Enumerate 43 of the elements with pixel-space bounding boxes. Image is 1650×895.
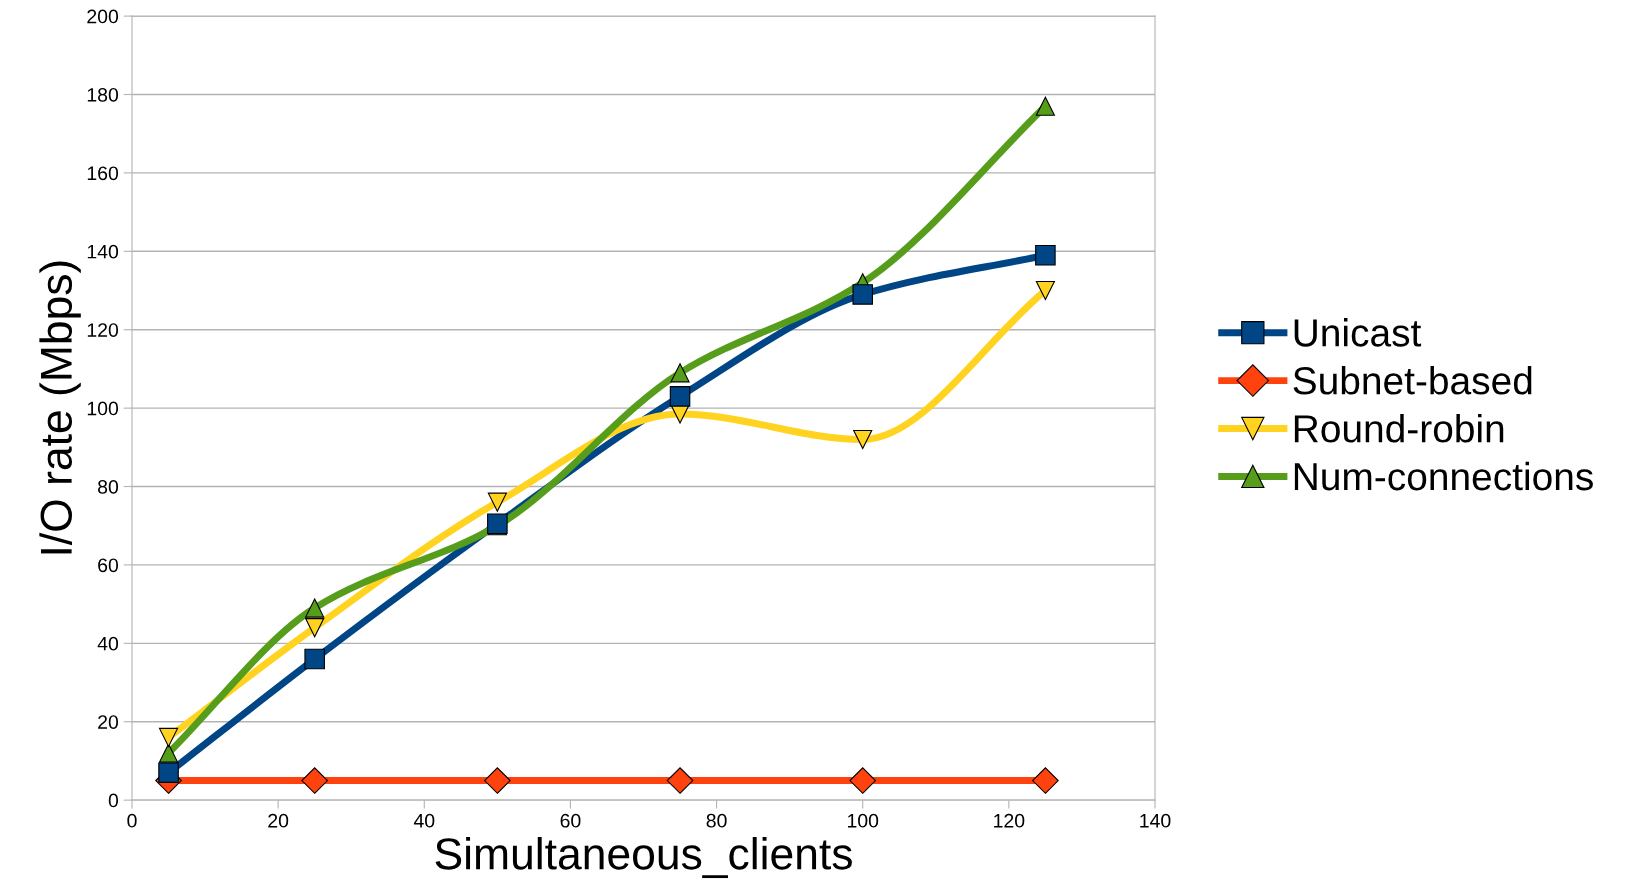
point: [484, 767, 511, 794]
point: [1035, 280, 1055, 301]
y-tick-label: 160: [87, 166, 119, 181]
legend-label: Unicast: [1294, 318, 1422, 347]
y-axis-title: I/O rate (Mbps): [39, 261, 81, 554]
y-tick-label: 120: [87, 323, 119, 337]
x-tick-label: 140: [1140, 813, 1171, 828]
point: [1035, 96, 1055, 116]
y-tick-label: 180: [87, 87, 119, 102]
y-tick-label: 200: [87, 9, 119, 24]
x-tick-label: 20: [268, 813, 289, 828]
y-tick-label: 100: [87, 401, 119, 416]
point: [852, 284, 873, 305]
point: [487, 492, 507, 512]
point: [849, 767, 877, 794]
y-tick-label: 140: [87, 244, 119, 259]
x-tick-label: 80: [706, 813, 727, 828]
y-tick-label: 80: [98, 479, 119, 494]
legend-label: Round-robin: [1294, 413, 1504, 443]
point: [301, 767, 329, 794]
x-tick-label: 120: [994, 813, 1025, 828]
y-tick-label: 0: [108, 793, 119, 808]
point: [670, 363, 690, 383]
point: [853, 429, 873, 450]
point: [304, 648, 325, 670]
point: [158, 762, 179, 783]
x-axis-title: Simultaneous_clients: [435, 837, 852, 879]
point: [305, 618, 325, 638]
point: [158, 727, 179, 747]
point: [1032, 767, 1059, 794]
point: [305, 598, 325, 618]
y-tick-label: 60: [98, 558, 119, 573]
legend-label: Subnet-based: [1293, 366, 1532, 395]
x-tick-label: 40: [413, 813, 435, 828]
legend-label: Num-connections: [1294, 461, 1593, 491]
point: [1035, 244, 1056, 266]
point: [666, 767, 694, 794]
x-tick-label: 60: [560, 813, 581, 828]
point: [669, 386, 691, 407]
x-tick-label: 0: [127, 813, 137, 828]
y-tick-label: 20: [98, 715, 119, 729]
x-tick-label: 100: [847, 813, 879, 828]
y-tick-label: 40: [97, 636, 119, 651]
